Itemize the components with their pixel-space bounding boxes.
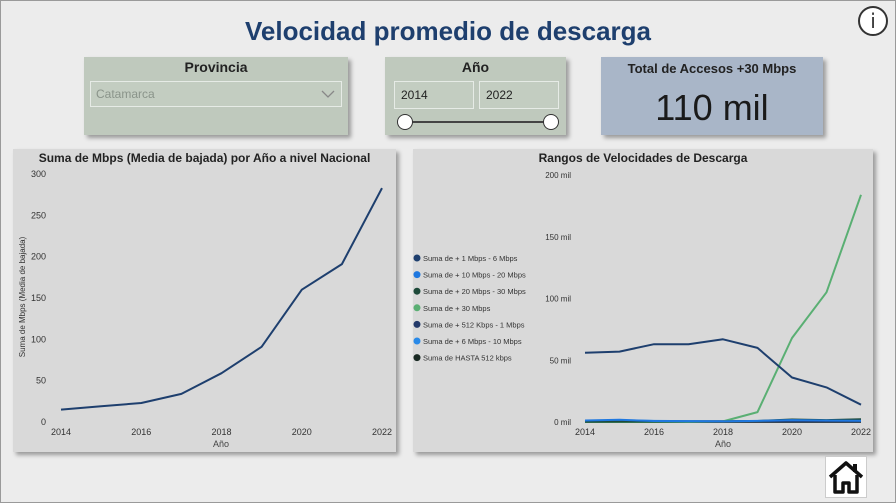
speed-ranges-chart: Rangos de Velocidades de Descarga Año 0 … <box>413 149 873 452</box>
legend-marker <box>413 320 421 328</box>
y-tick-label: 100 mil <box>545 295 571 304</box>
kpi-label: Total de Accesos +30 Mbps <box>627 61 797 76</box>
x-tick-label: 2020 <box>782 427 802 437</box>
anio-to-input[interactable]: 2022 <box>479 81 559 109</box>
chart-title: Rangos de Velocidades de Descarga <box>538 151 748 165</box>
y-tick-label: 100 <box>31 334 46 344</box>
y-tick-label: 200 <box>31 252 46 262</box>
anio-slider-end-handle[interactable] <box>543 114 559 130</box>
x-tick-label: 2020 <box>292 427 312 437</box>
x-tick-label: 2022 <box>372 427 392 437</box>
series-line[interactable] <box>584 418 862 423</box>
speed-ranges-chart-svg: Año 0 mil 50 mil 100 mil 150 mil 200 mil 2014… <box>413 171 871 449</box>
home-button[interactable] <box>825 456 867 498</box>
x-axis-label: Año <box>213 439 229 449</box>
legend-label[interactable]: Suma de + 6 Mbps - 10 Mbps <box>423 337 522 346</box>
anio-slider-track <box>405 121 552 123</box>
info-icon[interactable]: i <box>858 6 888 36</box>
x-tick-label: 2022 <box>851 427 871 437</box>
legend-marker <box>413 287 421 295</box>
anio-slider-start-handle[interactable] <box>397 114 413 130</box>
legend-marker <box>413 254 421 262</box>
legend-marker <box>413 271 421 279</box>
legend-marker <box>413 337 421 345</box>
provincia-label: Provincia <box>184 59 248 75</box>
y-tick-label: 0 <box>41 417 46 427</box>
x-tick-label: 2016 <box>644 427 664 437</box>
page-title: Velocidad promedio de descarga <box>244 16 652 46</box>
legend-label[interactable]: Suma de + 20 Mbps - 30 Mbps <box>423 287 526 296</box>
anio-from-input[interactable]: 2014 <box>394 81 474 109</box>
chevron-down-icon[interactable] <box>321 87 335 101</box>
legend-label[interactable]: Suma de + 30 Mbps <box>423 304 491 313</box>
series-line[interactable] <box>584 338 862 406</box>
chart-title: Suma de Mbps (Media de bajada) por Año a… <box>38 151 371 165</box>
x-tick-label: 2014 <box>575 427 595 437</box>
x-tick-label: 2018 <box>211 427 231 437</box>
national-mbps-chart-svg: Año Suma de Mbps (Media de bajada) 0 50 10… <box>18 169 392 449</box>
provincia-slicer: Provincia Catamarca <box>84 57 348 135</box>
legend-marker <box>413 304 421 312</box>
x-tick-label: 2016 <box>131 427 151 437</box>
x-axis-label: Año <box>715 439 731 449</box>
y-tick-label: 150 mil <box>545 233 571 242</box>
legend-label[interactable]: Suma de + 10 Mbps - 20 Mbps <box>423 271 526 280</box>
provincia-dropdown[interactable]: Catamarca <box>90 81 342 107</box>
legend-label[interactable]: Suma de HASTA 512 kbps <box>423 354 512 363</box>
y-tick-label: 250 <box>31 210 46 220</box>
legend-marker <box>413 354 421 362</box>
anio-slicer: Año 2014 2022 <box>385 57 566 135</box>
kpi-value: 110 mil <box>655 87 769 128</box>
x-tick-label: 2018 <box>713 427 733 437</box>
home-icon <box>828 461 864 494</box>
kpi-card: Total de Accesos +30 Mbps 110 mil <box>601 57 823 135</box>
y-tick-label: 0 mil <box>554 418 571 427</box>
y-tick-label: 50 <box>36 376 46 386</box>
series-line[interactable] <box>60 187 383 411</box>
y-tick-label: 200 mil <box>545 171 571 180</box>
legend-label[interactable]: Suma de + 1 Mbps - 6 Mbps <box>423 254 518 263</box>
x-tick-label: 2014 <box>51 427 71 437</box>
national-mbps-chart: Suma de Mbps (Media de bajada) por Año a… <box>13 149 396 452</box>
legend-label[interactable]: Suma de + 512 Kbps - 1 Mbps <box>423 320 525 329</box>
y-axis-label: Suma de Mbps (Media de bajada) <box>18 236 27 357</box>
y-tick-label: 150 <box>31 293 46 303</box>
provincia-value: Catamarca <box>96 87 155 101</box>
y-tick-label: 300 <box>31 169 46 179</box>
series-line[interactable] <box>585 194 862 423</box>
y-tick-label: 50 mil <box>550 356 572 365</box>
anio-label: Año <box>461 59 490 75</box>
